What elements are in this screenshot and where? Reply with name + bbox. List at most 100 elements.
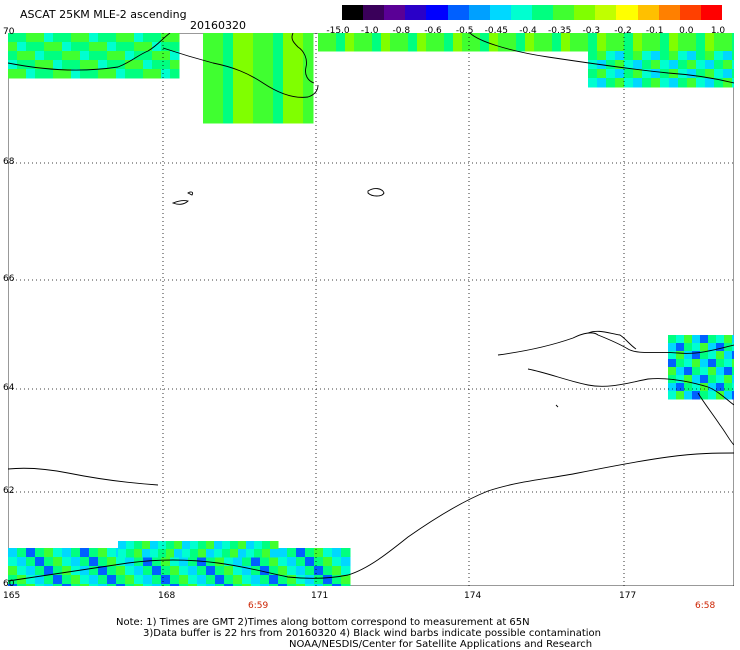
swath-cell	[107, 33, 117, 43]
swath-cell	[213, 33, 224, 44]
swath-cell	[62, 33, 72, 43]
swath-cell	[161, 33, 171, 43]
swath-cell	[687, 33, 697, 43]
swath-cell	[597, 42, 607, 52]
swath-cell	[283, 103, 294, 114]
swath-cell	[323, 548, 333, 558]
swath-cell	[684, 343, 693, 352]
swath-cell	[213, 113, 224, 124]
swath-cell	[417, 33, 427, 43]
swath-cell	[170, 557, 180, 567]
swath-cell	[561, 42, 571, 52]
swath-cell	[293, 93, 304, 104]
swath-cell	[116, 584, 126, 586]
swath-cell	[651, 69, 661, 79]
swath-cell	[723, 60, 733, 70]
colorbar-swatch	[384, 5, 406, 20]
swath-cell	[633, 78, 643, 88]
swath-cell	[606, 60, 616, 70]
swath-cell	[170, 60, 180, 70]
swath-cell	[705, 69, 715, 79]
swath-cell	[44, 548, 54, 558]
swath-cell	[489, 42, 499, 52]
swath-cell	[223, 103, 234, 114]
swath-cell	[203, 103, 214, 114]
swath-cell	[552, 42, 562, 52]
latitude-label: 66	[3, 274, 15, 284]
swath-cell	[223, 43, 234, 54]
swath-cell	[71, 51, 81, 61]
swath-cell	[426, 42, 436, 52]
swath-cell	[152, 51, 162, 61]
swath-cell	[197, 566, 207, 576]
swath-cell	[714, 69, 724, 79]
swath-cell	[71, 575, 81, 585]
swath-cell	[314, 548, 324, 558]
swath-cell	[26, 548, 36, 558]
colorbar-swatch	[426, 5, 448, 20]
swath-cell	[134, 541, 143, 550]
swath-cell	[684, 359, 693, 368]
swath-cell	[44, 575, 54, 585]
swath-cell	[161, 51, 171, 61]
swath-cell	[732, 351, 734, 360]
time-label-1: 6:59	[248, 601, 269, 611]
swath-cell	[341, 566, 351, 576]
swath-cell	[89, 575, 99, 585]
island-2	[171, 200, 189, 205]
swath-cell	[80, 42, 90, 52]
swath-cell	[723, 51, 733, 61]
swath-cell	[332, 566, 342, 576]
colorbar-label: -0.2	[614, 26, 632, 36]
swath-cell	[251, 575, 261, 585]
swath-cell	[158, 549, 167, 558]
swath-cell	[89, 69, 99, 79]
swath-cell	[668, 383, 677, 392]
swath-cell	[293, 73, 304, 84]
colorbar-label: -0.6	[424, 26, 442, 36]
colorbar-swatch	[553, 5, 575, 20]
swath-cell	[107, 548, 117, 558]
swath-cell	[642, 69, 652, 79]
swath-cell	[233, 53, 244, 64]
swath-cell	[516, 33, 526, 43]
swath-cell	[116, 575, 126, 585]
swath-cell	[233, 103, 244, 114]
swath-cell	[615, 42, 625, 52]
swath-cell	[44, 60, 54, 70]
swath-cell	[678, 51, 688, 61]
swath-cell	[17, 42, 27, 52]
swath-cell	[213, 83, 224, 94]
swath-cell	[125, 33, 135, 43]
swath-cell	[660, 69, 670, 79]
swath-cell	[17, 69, 27, 79]
swath-cell	[263, 73, 274, 84]
swath-cell	[80, 575, 90, 585]
swath-cell	[696, 60, 706, 70]
swath-cell	[125, 584, 135, 586]
swath-cell	[233, 575, 243, 585]
swath-cell	[17, 51, 27, 61]
swath-cell	[660, 51, 670, 61]
swath-cell	[233, 566, 243, 576]
swath-cell	[98, 557, 108, 567]
swath-cell	[303, 83, 314, 94]
swath-cell	[134, 584, 144, 586]
swath-cell	[170, 42, 180, 52]
swath-cell	[732, 51, 734, 61]
swath-cell	[107, 51, 117, 61]
swath-cell	[283, 43, 294, 54]
swath-cell	[118, 541, 127, 550]
swath-cell	[273, 73, 284, 84]
swath-cell	[143, 42, 153, 52]
swath-cell	[62, 584, 72, 586]
swath-cell	[293, 83, 304, 94]
swath-cell	[692, 383, 701, 392]
swath-cell	[197, 557, 207, 567]
swath-cell	[723, 78, 733, 88]
swath-cell	[223, 63, 234, 74]
swath-cell	[588, 78, 598, 88]
swath-cell	[243, 63, 254, 74]
swath-cell	[134, 549, 143, 558]
swath-cell	[233, 73, 244, 84]
